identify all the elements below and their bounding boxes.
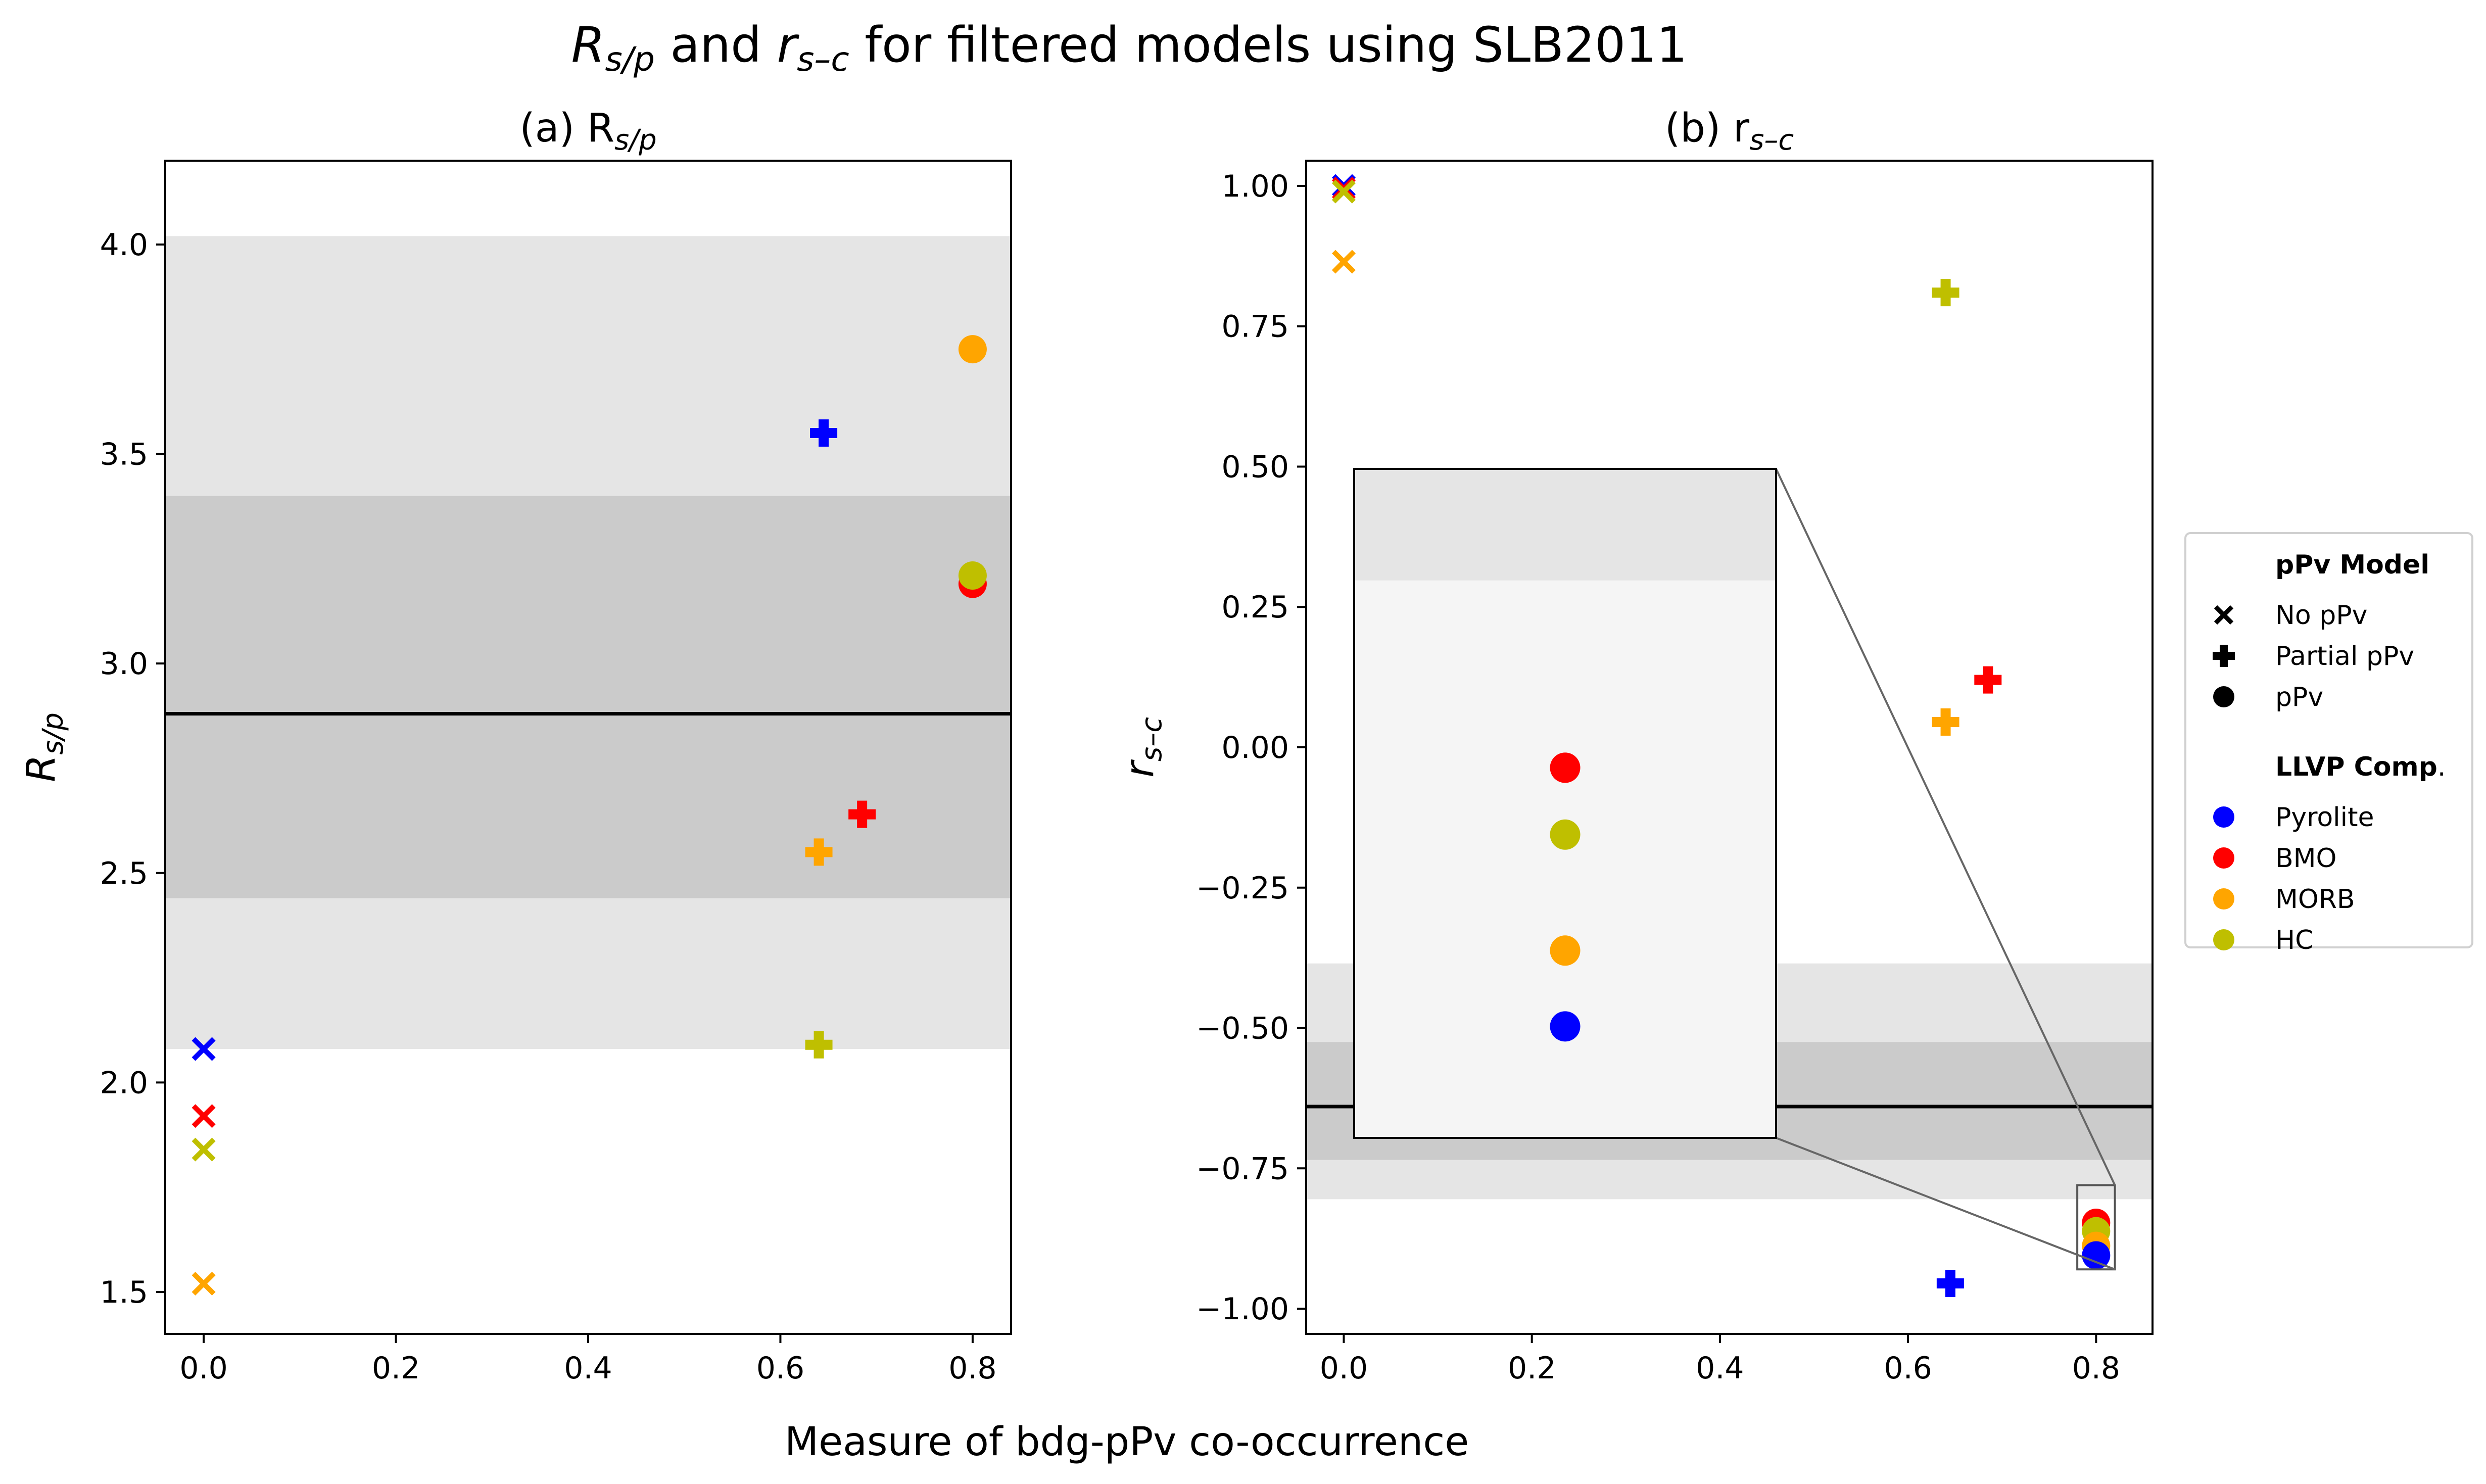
title-part: r xyxy=(777,17,800,73)
title-part: for filtered models using SLB2011 xyxy=(849,17,1688,73)
inset-frame xyxy=(1353,468,1777,1139)
legend: pPv Model No pPv Partial pPv pPv LLVP Comp. P… xyxy=(2184,532,2473,955)
legend-label: Partial pPv xyxy=(2275,641,2414,672)
y-tick-label: 0.75 xyxy=(1221,309,1289,345)
data-point-pyrolite xyxy=(192,1037,216,1061)
data-point-morb xyxy=(192,1271,216,1296)
legend-color-swatch xyxy=(2213,888,2234,909)
legend-title-comp: LLVP Comp. xyxy=(2275,752,2446,782)
y-tick-label: −0.50 xyxy=(1196,1011,1289,1046)
data-point-pyrolite xyxy=(1936,1270,1964,1298)
legend-label: HC xyxy=(2275,925,2313,955)
inset-point-pyrolite xyxy=(1550,1011,1581,1042)
inset-point-morb xyxy=(1550,935,1581,966)
shared-x-axis-label: Measure of bdg-pPv co-occurrence xyxy=(785,1419,1469,1465)
x-tick-label: 0.6 xyxy=(1884,1351,1932,1386)
title-part: s/p xyxy=(605,40,655,79)
zoom-connector xyxy=(1776,1137,2116,1271)
data-point-hc xyxy=(192,1137,216,1162)
figure-title: Rs/p and rs–c for filtered models using … xyxy=(571,17,1688,79)
panel-title: (a) Rs/p xyxy=(519,106,656,157)
legend-color-swatch xyxy=(2213,806,2234,828)
y-tick-label: 3.0 xyxy=(100,646,148,682)
y-tick-label: −1.00 xyxy=(1196,1291,1289,1327)
legend-title-model: pPv Model xyxy=(2275,550,2429,580)
zoom-connector xyxy=(1775,468,2116,1186)
title-part: s–c xyxy=(797,40,849,79)
panel-b-chart: 0.0 0.2 0.4 0.6 0.8 1.00 0.75 0.50 0.25 0.00 −0.25… xyxy=(1117,106,2154,1386)
legend-item: Pyrolite xyxy=(2213,802,2374,833)
legend-item: BMO xyxy=(2213,843,2336,874)
plot-area xyxy=(165,236,1011,1296)
y-tick-label: 2.5 xyxy=(100,856,148,891)
legend-label: MORB xyxy=(2275,884,2355,915)
legend-item: HC xyxy=(2213,925,2313,955)
legend-item: pPv xyxy=(2213,682,2323,712)
inset-point-bmo xyxy=(1550,752,1581,783)
data-point-bmo xyxy=(1974,666,2002,694)
legend-x-marker xyxy=(2214,605,2234,625)
data-point-hc xyxy=(1932,279,1959,307)
x-tick-label: 0.8 xyxy=(948,1351,996,1386)
uncertainty-band-inner xyxy=(165,496,1011,898)
y-tick-label: −0.75 xyxy=(1196,1151,1289,1186)
legend-box xyxy=(2184,532,2473,948)
data-point-morb xyxy=(1331,250,1356,274)
data-point-bmo xyxy=(192,1104,216,1128)
title-part: R xyxy=(571,17,605,73)
legend-item: No pPv xyxy=(2214,600,2367,631)
x-tick-label: 0.4 xyxy=(1696,1351,1744,1386)
zoom-inset xyxy=(1353,468,2116,1271)
inset-point-hc xyxy=(1550,819,1581,850)
y-axis-label: Rs/p xyxy=(19,712,70,782)
y-tick-label: −0.25 xyxy=(1196,871,1289,906)
x-tick-label: 0.4 xyxy=(564,1351,612,1386)
legend-label: BMO xyxy=(2275,843,2336,874)
data-point-pyrolite xyxy=(2082,1241,2111,1270)
y-axis-label: rs–c xyxy=(1117,717,1168,778)
y-tick-label: 3.5 xyxy=(100,437,148,472)
data-point-pyrolite xyxy=(810,419,838,447)
y-tick-label: 4.0 xyxy=(100,227,148,263)
y-tick-label: 1.5 xyxy=(100,1275,148,1310)
x-tick-label: 0.0 xyxy=(179,1351,227,1386)
x-tick-label: 0.0 xyxy=(1320,1351,1368,1386)
data-point-morb xyxy=(805,838,833,866)
y-tick-label: 1.00 xyxy=(1221,169,1289,204)
x-tick-label: 0.8 xyxy=(2072,1351,2120,1386)
data-point-hc xyxy=(1331,179,1356,204)
legend-color-swatch xyxy=(2213,929,2234,950)
y-tick-label: 0.25 xyxy=(1221,590,1289,625)
legend-label: pPv xyxy=(2275,682,2323,712)
x-tick-label: 0.2 xyxy=(372,1351,420,1386)
legend-item: Partial pPv xyxy=(2213,641,2414,672)
panel-title: (b) rs–c xyxy=(1665,106,1794,157)
data-point-bmo xyxy=(848,800,876,828)
legend-plus-marker xyxy=(2213,645,2235,667)
y-tick-label: 0.50 xyxy=(1221,449,1289,485)
inset-band xyxy=(1354,469,1776,581)
x-tick-label: 0.2 xyxy=(1508,1351,1556,1386)
data-point-morb xyxy=(1932,708,1959,736)
y-tick-label: 0.00 xyxy=(1221,730,1289,765)
x-tick-label: 0.6 xyxy=(756,1351,804,1386)
data-point-hc xyxy=(958,561,987,590)
data-point-hc xyxy=(805,1031,833,1059)
panel-a-chart: 0.0 0.2 0.4 0.6 0.8 1.5 2.0 2.5 3.0 3.5 4.0 (a) Rs/… xyxy=(19,106,1012,1386)
zoom-source-box xyxy=(2076,1184,2116,1271)
legend-item: MORB xyxy=(2213,884,2355,915)
legend-circle-marker xyxy=(2213,686,2234,707)
title-part: and xyxy=(655,17,777,73)
data-point-morb xyxy=(958,335,987,364)
legend-label: No pPv xyxy=(2275,600,2367,631)
legend-color-swatch xyxy=(2213,847,2234,869)
legend-label: Pyrolite xyxy=(2275,802,2374,833)
y-tick-label: 2.0 xyxy=(100,1065,148,1100)
